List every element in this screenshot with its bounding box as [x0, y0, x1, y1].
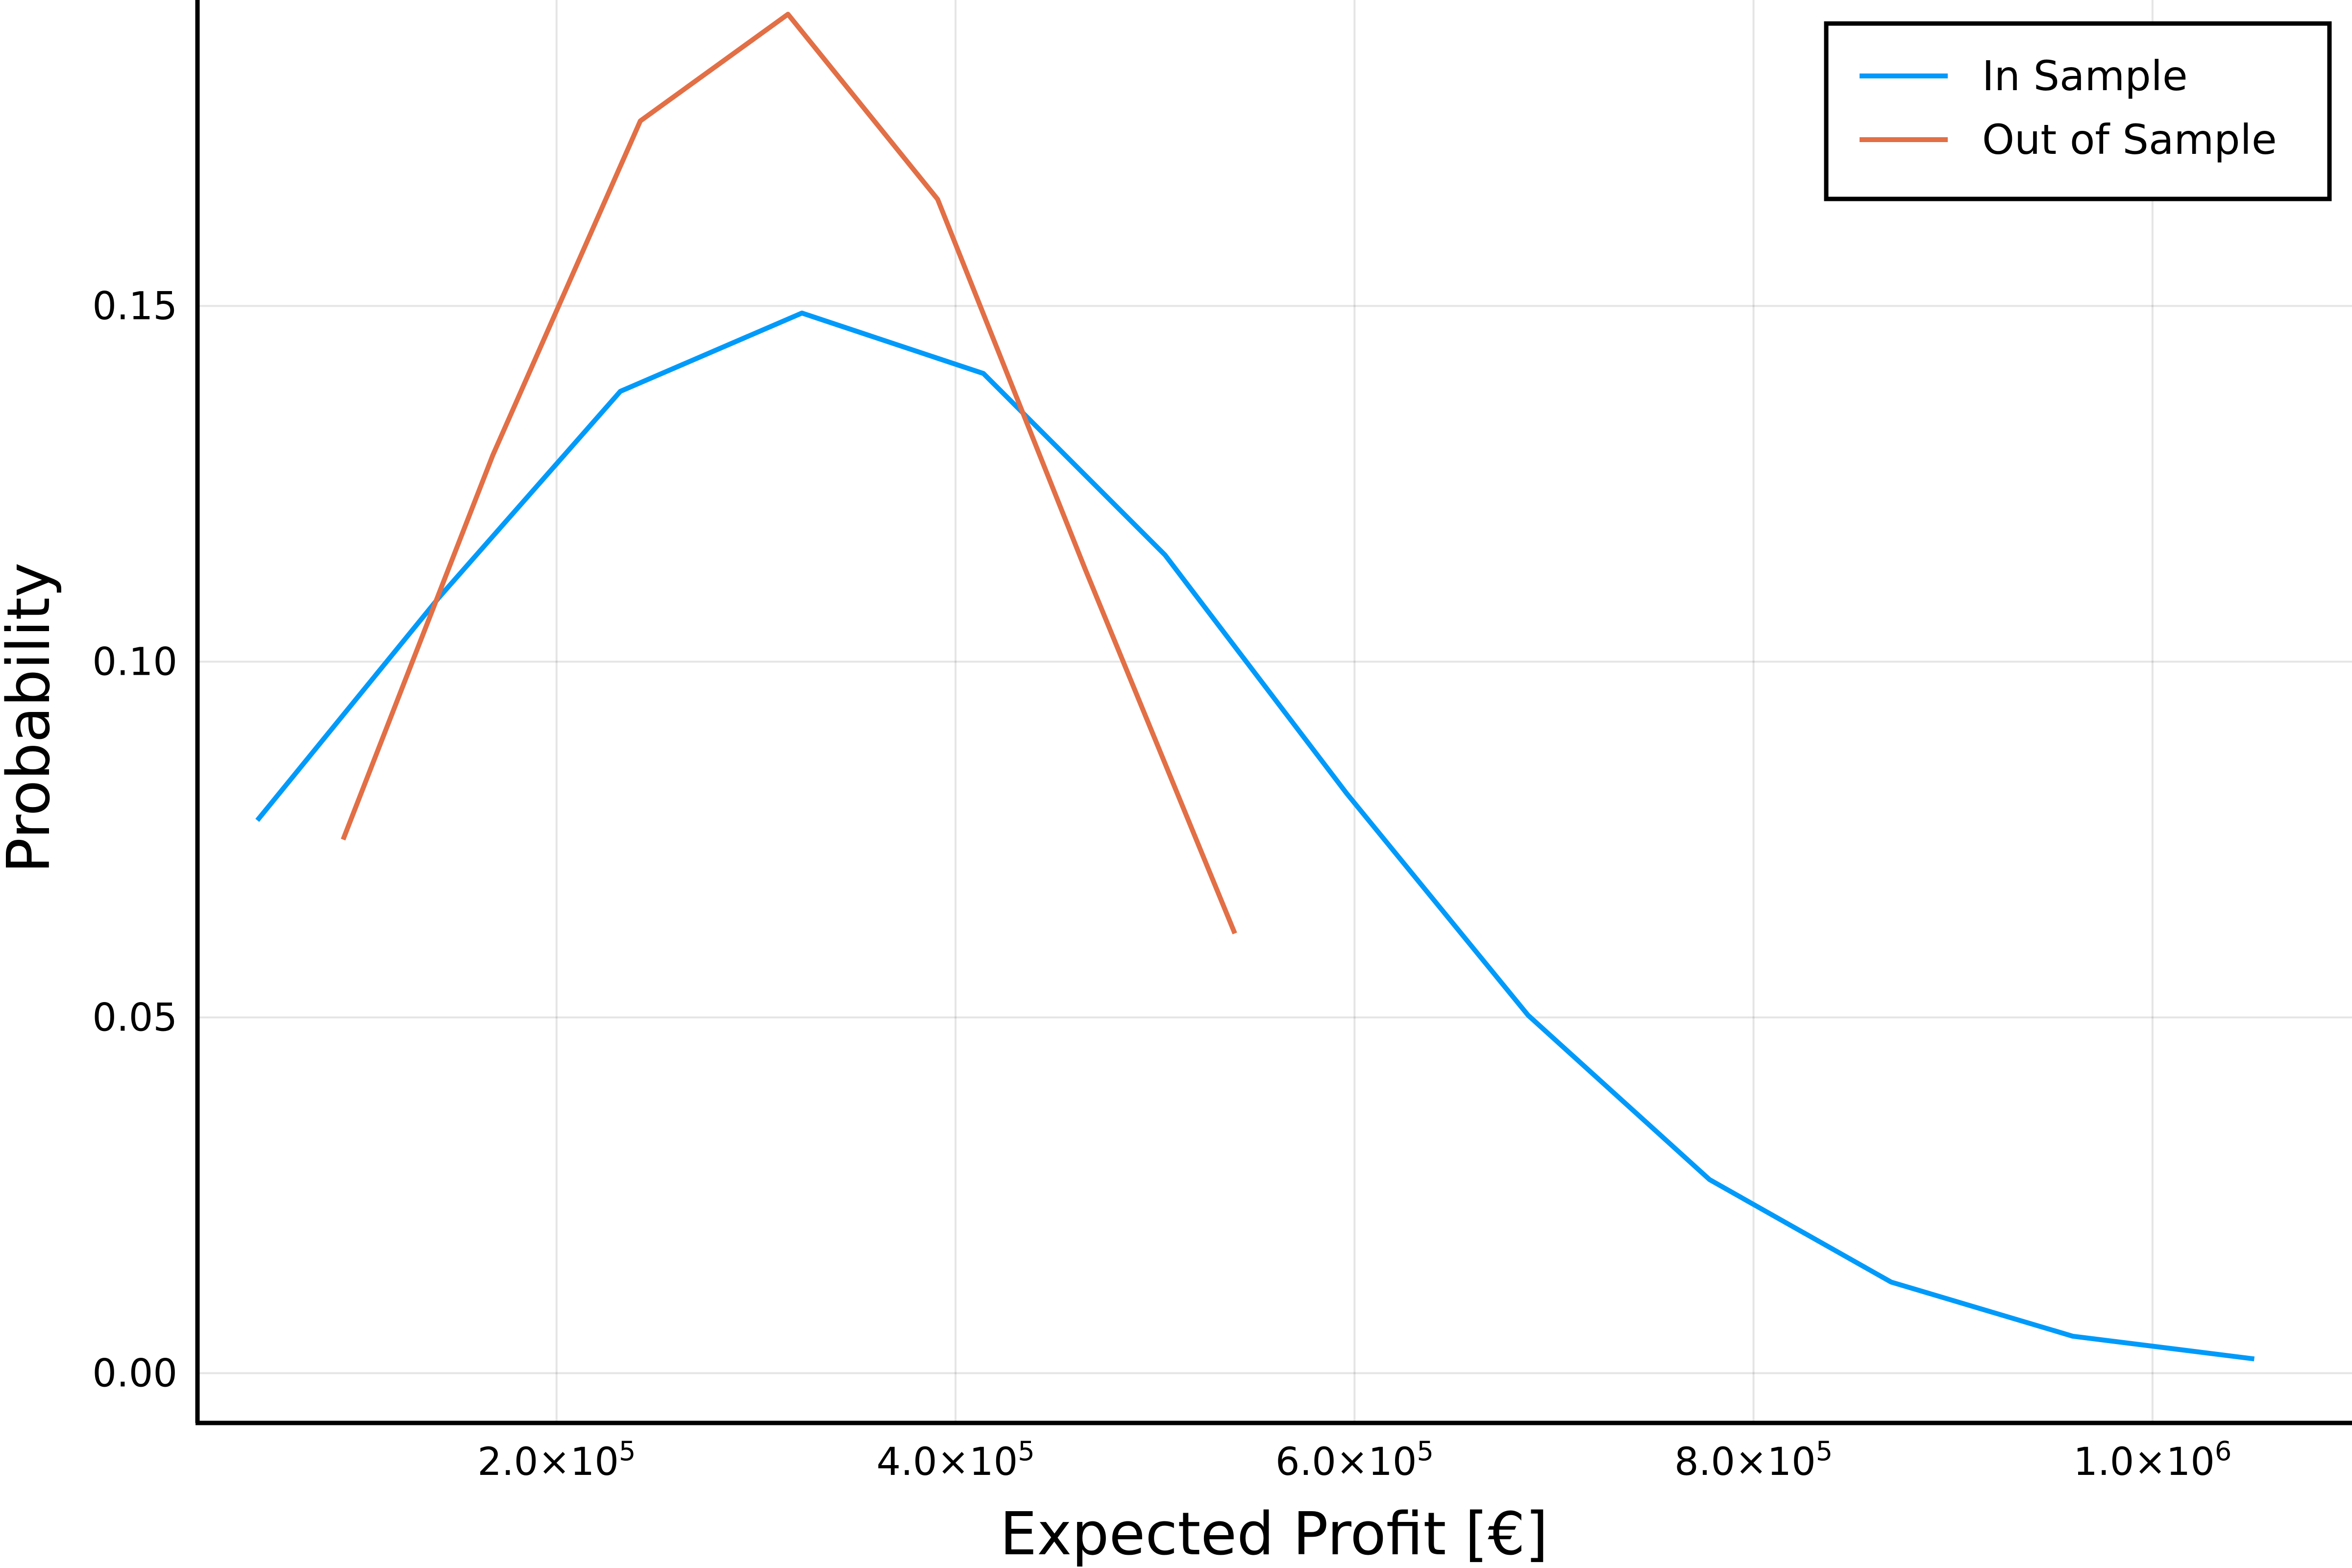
- x-axis-title: Expected Profit [€]: [1000, 1500, 1548, 1568]
- legend-label-in-sample: In Sample: [1982, 52, 2188, 100]
- y-tick-label: 0.00: [92, 1351, 177, 1396]
- series-line-out-of-sample: [341, 12, 1237, 934]
- series-lines: [255, 12, 2255, 1362]
- y-tick-labels: 0.00 0.05 0.10 0.15: [92, 284, 177, 1396]
- legend-label-out-of-sample: Out of Sample: [1982, 116, 2277, 164]
- y-axis-title: Probability: [0, 563, 63, 873]
- x-tick-label: 2.0×105: [477, 1436, 636, 1484]
- legend: In Sample Out of Sample: [1824, 21, 2332, 201]
- y-tick-label: 0.05: [92, 996, 177, 1040]
- x-tick-label: 6.0×105: [1275, 1436, 1434, 1484]
- y-tick-label: 0.15: [92, 284, 177, 328]
- legend-box: [1824, 21, 2332, 201]
- series-line-in-sample: [255, 310, 2255, 1362]
- x-tick-label: 8.0×105: [1674, 1436, 1833, 1484]
- x-tick-labels: 2.0×105 4.0×105 6.0×105 8.0×105 1.0×106: [477, 1436, 2231, 1484]
- grid-lines: [197, 0, 2352, 1423]
- y-tick-label: 0.10: [92, 640, 177, 684]
- x-tick-label: 4.0×105: [877, 1436, 1035, 1484]
- axes: [195, 0, 2352, 1425]
- x-tick-label: 1.0×106: [2073, 1436, 2231, 1484]
